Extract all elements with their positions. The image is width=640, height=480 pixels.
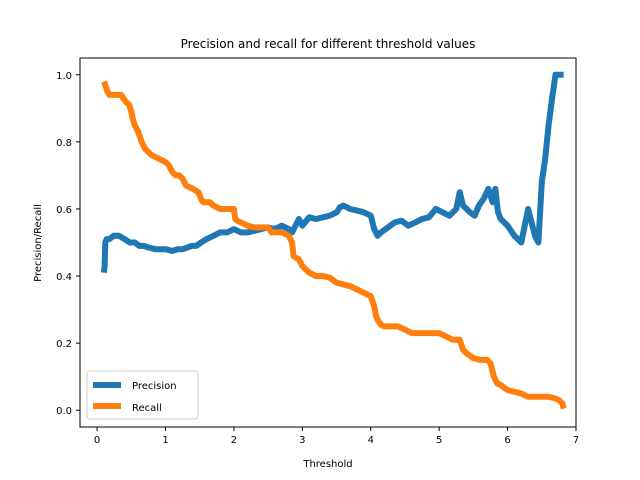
plot-frame <box>79 57 577 428</box>
series-line-recall <box>101 80 567 410</box>
x-axis-ticks: 0 1 2 3 4 5 6 7 <box>94 427 579 446</box>
x-tick-label: 5 <box>436 435 442 446</box>
legend: Precision Recall <box>86 370 199 420</box>
x-tick-label: 1 <box>162 435 168 446</box>
legend-label-precision: Precision <box>132 381 177 392</box>
chart-title: Precision and recall for different thres… <box>181 37 476 51</box>
x-tick-label: 0 <box>94 435 100 446</box>
y-tick-label: 1.0 <box>56 71 72 82</box>
x-axis-label: Threshold <box>302 459 352 470</box>
legend-label-recall: Recall <box>132 403 162 414</box>
x-tick-label: 3 <box>299 435 305 446</box>
x-tick-label: 6 <box>504 435 510 446</box>
y-axis-ticks: 0.0 0.2 0.4 0.6 0.8 1.0 <box>56 71 80 417</box>
x-tick-label: 4 <box>368 435 374 446</box>
series-line-precision <box>100 71 564 274</box>
x-tick-label: 2 <box>231 435 237 446</box>
y-tick-label: 0.2 <box>56 339 72 350</box>
y-tick-label: 0.8 <box>56 138 72 149</box>
plot-lines <box>100 71 567 410</box>
y-axis-label: Precision/Recall <box>33 204 44 282</box>
y-tick-label: 0.6 <box>56 205 72 216</box>
x-tick-label: 7 <box>573 435 579 446</box>
y-tick-label: 0.4 <box>56 272 72 283</box>
y-tick-label: 0.0 <box>56 406 72 417</box>
